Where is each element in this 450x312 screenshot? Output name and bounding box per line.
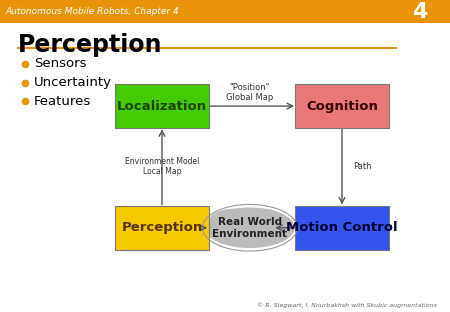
FancyBboxPatch shape (295, 84, 389, 128)
Text: Perception: Perception (18, 33, 162, 57)
Text: Localization: Localization (117, 100, 207, 113)
Text: Features: Features (34, 95, 91, 108)
FancyBboxPatch shape (295, 206, 389, 250)
Ellipse shape (205, 207, 295, 248)
Bar (0, 0, 389, 23)
Ellipse shape (209, 209, 259, 233)
Text: Uncertainty: Uncertainty (34, 76, 112, 89)
Ellipse shape (243, 209, 284, 231)
Text: Real World
Environment: Real World Environment (212, 217, 287, 239)
Bar (389, 0, 450, 23)
FancyBboxPatch shape (115, 84, 209, 128)
Ellipse shape (223, 225, 259, 241)
Text: Path: Path (353, 162, 372, 171)
Text: Autonomous Mobile Robots, Chapter 4: Autonomous Mobile Robots, Chapter 4 (5, 7, 179, 16)
Text: Sensors: Sensors (34, 57, 86, 71)
Text: Cognition: Cognition (306, 100, 378, 113)
Text: © R. Siegwart, I. Nourbakhsh with Skubic augmentations: © R. Siegwart, I. Nourbakhsh with Skubic… (256, 303, 436, 308)
Text: "Position"
Global Map: "Position" Global Map (226, 83, 274, 102)
FancyBboxPatch shape (115, 206, 209, 250)
Ellipse shape (244, 224, 278, 241)
Text: 4: 4 (412, 2, 427, 22)
Text: Motion Control: Motion Control (286, 221, 398, 234)
Text: Environment Model
Local Map: Environment Model Local Map (125, 157, 199, 176)
Text: Perception: Perception (122, 221, 202, 234)
